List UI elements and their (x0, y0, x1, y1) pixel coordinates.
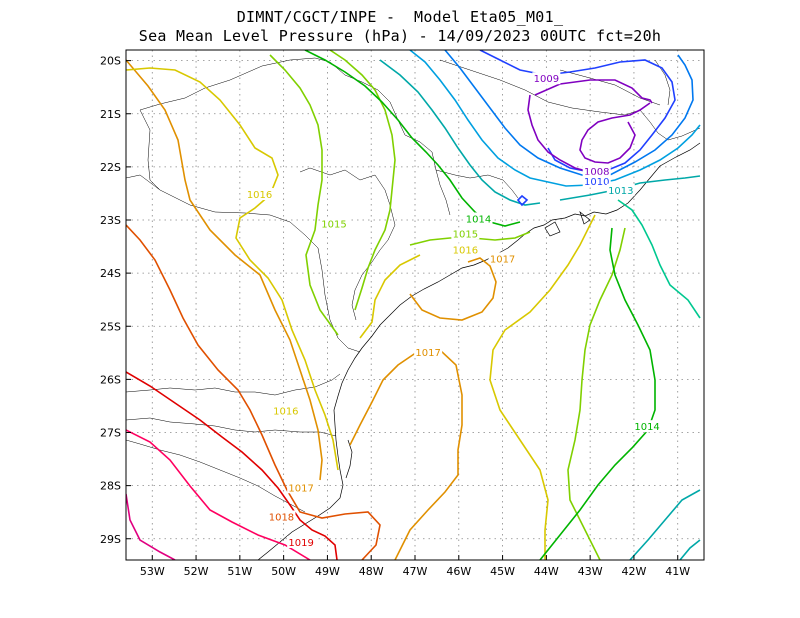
isobar-label: 1017 (490, 254, 515, 265)
isobar-label: 1008 (584, 167, 609, 178)
lon-tick-label: 50W (271, 565, 296, 578)
lat-tick-label: 23S (100, 214, 121, 227)
lat-tick-label: 20S (100, 55, 121, 68)
isobar-label: 1018 (269, 513, 294, 524)
isobar-label: 1016 (273, 406, 298, 417)
isobar-label: 1014 (634, 422, 659, 433)
lon-tick-label: 52W (184, 565, 209, 578)
isobar-label-background (267, 510, 296, 523)
lat-tick-label: 24S (100, 267, 121, 280)
isobar-label: 1010 (584, 177, 609, 188)
map-frame (125, 49, 705, 561)
lat-tick-label: 25S (100, 320, 121, 333)
isobar-label: 1016 (453, 245, 478, 256)
lon-tick-label: 41W (665, 565, 690, 578)
coastline (257, 142, 701, 560)
isobar-label-background (606, 183, 635, 196)
lat-tick-label: 28S (100, 480, 121, 493)
isobar-label-background (319, 217, 348, 230)
isobar-label: 1014 (466, 214, 491, 225)
isobar-label-background (287, 536, 316, 548)
axis-ticks: 20S 21S 22S 23S 24S 25S 26S 27S 28S 29S 53W 52W 51W 5… (100, 55, 690, 578)
isobar-label-background (582, 165, 611, 178)
isobar-label: 1009 (534, 74, 559, 85)
map-title-line-1: DIMNT/CGCT/INPE - Model Eta05_M01_ (236, 8, 564, 26)
lon-tick-label: 51W (227, 565, 252, 578)
lon-tick-label: 43W (578, 565, 603, 578)
lat-tick-label: 27S (100, 427, 121, 440)
lat-tick-label: 29S (100, 533, 121, 546)
lat-tick-label: 26S (100, 373, 121, 386)
isobar-label-background (451, 243, 480, 256)
lon-tick-label: 47W (403, 565, 428, 578)
isobar-label-background (464, 212, 493, 225)
lon-tick-label: 48W (359, 565, 384, 578)
isobar-label: 1019 (288, 538, 313, 549)
map-title-line-2: Sea Mean Level Pressure (hPa) - 14/09/20… (138, 27, 662, 45)
isobar-label-background (582, 174, 611, 187)
isobars (126, 50, 701, 560)
isobar-label: 1017 (415, 348, 440, 359)
lon-tick-label: 53W (140, 565, 165, 578)
lat-tick-label: 22S (100, 161, 121, 174)
isobar-label-background (414, 345, 443, 358)
isobar-label-background (532, 72, 561, 85)
isobar-label-background (245, 188, 274, 201)
isobar-label-background (451, 227, 480, 240)
lon-tick-label: 46W (446, 565, 471, 578)
lon-tick-label: 49W (315, 565, 340, 578)
lon-tick-label: 42W (622, 565, 647, 578)
isobar-label: 1016 (247, 190, 272, 201)
isobar-label-background (488, 252, 517, 265)
lon-tick-label: 45W (490, 565, 515, 578)
isobar-label: 1017 (288, 483, 313, 494)
lat-tick-label: 21S (100, 108, 121, 121)
isobar-label-background (633, 420, 662, 433)
isobar-label: 1015 (453, 229, 478, 240)
isobar-label-background (271, 404, 300, 417)
grid-lines (126, 50, 704, 560)
isobar-label: 1015 (321, 219, 346, 230)
isobar-label: 1013 (608, 186, 633, 197)
state-borders (126, 57, 701, 513)
isobar-label-background (287, 481, 316, 494)
lon-tick-label: 44W (534, 565, 559, 578)
